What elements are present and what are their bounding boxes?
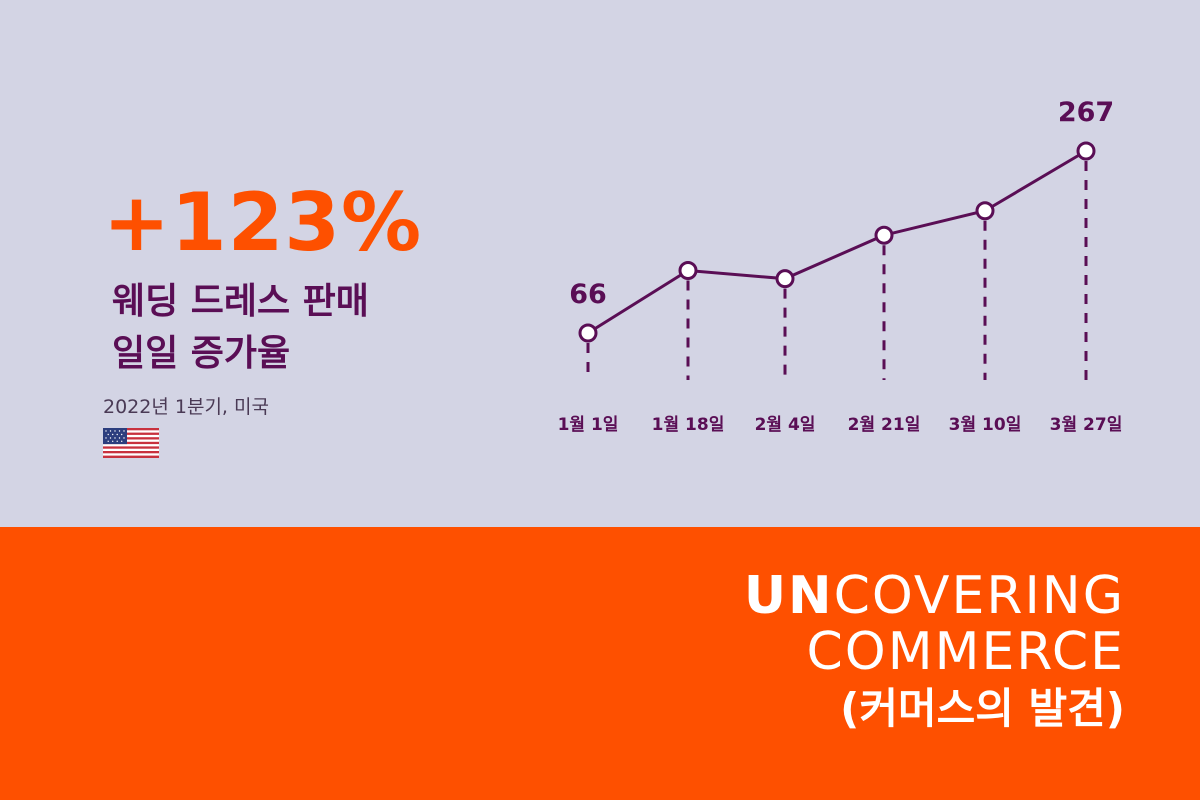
data-label-0: 66 bbox=[569, 279, 607, 310]
series-line bbox=[587, 149, 1087, 335]
us-flag-icon bbox=[103, 428, 159, 458]
data-point-0 bbox=[578, 323, 598, 343]
brand-line-3: (커머스의 발견) bbox=[840, 684, 1125, 733]
line-chart: 1월 1일 1월 18일 2월 4일 2월 21일 3월 10일 3월 27일 66 267 bbox=[558, 97, 1123, 435]
x-tick-label-5: 3월 27일 bbox=[1050, 415, 1123, 435]
bottom-panel bbox=[0, 527, 1200, 800]
data-label-5: 267 bbox=[1058, 97, 1114, 128]
x-tick-label-4: 3월 10일 bbox=[949, 415, 1022, 435]
brand-logo: UNCOVERING COMMERCE (커머스의 발견) bbox=[744, 568, 1125, 738]
brand-line-1: UNCOVERING bbox=[744, 568, 1125, 624]
brand-line-1-bold: UN bbox=[743, 566, 834, 626]
x-tick-label-1: 1월 18일 bbox=[652, 415, 725, 435]
subtitle: 2022년 1분기, 미국 bbox=[103, 396, 269, 418]
data-point-3 bbox=[874, 225, 894, 245]
description-line-2: 일일 증가율 bbox=[112, 333, 291, 374]
description-line-1: 웨딩 드레스 판매 bbox=[112, 281, 369, 322]
brand-line-2: COMMERCE bbox=[806, 622, 1125, 682]
x-tick-label-2: 2월 4일 bbox=[755, 415, 816, 435]
data-point-5 bbox=[1076, 141, 1096, 161]
top-panel bbox=[0, 0, 1200, 527]
x-tick-label-3: 2월 21일 bbox=[848, 415, 921, 435]
description: 웨딩 드레스 판매 일일 증가율 bbox=[112, 276, 369, 380]
data-point-1 bbox=[678, 261, 698, 281]
data-point-4 bbox=[975, 201, 995, 221]
brand-line-1-rest: COVERING bbox=[833, 566, 1125, 626]
data-point-2 bbox=[775, 269, 795, 289]
headline-percent: +123% bbox=[103, 176, 423, 269]
x-tick-label-0: 1월 1일 bbox=[558, 415, 619, 435]
